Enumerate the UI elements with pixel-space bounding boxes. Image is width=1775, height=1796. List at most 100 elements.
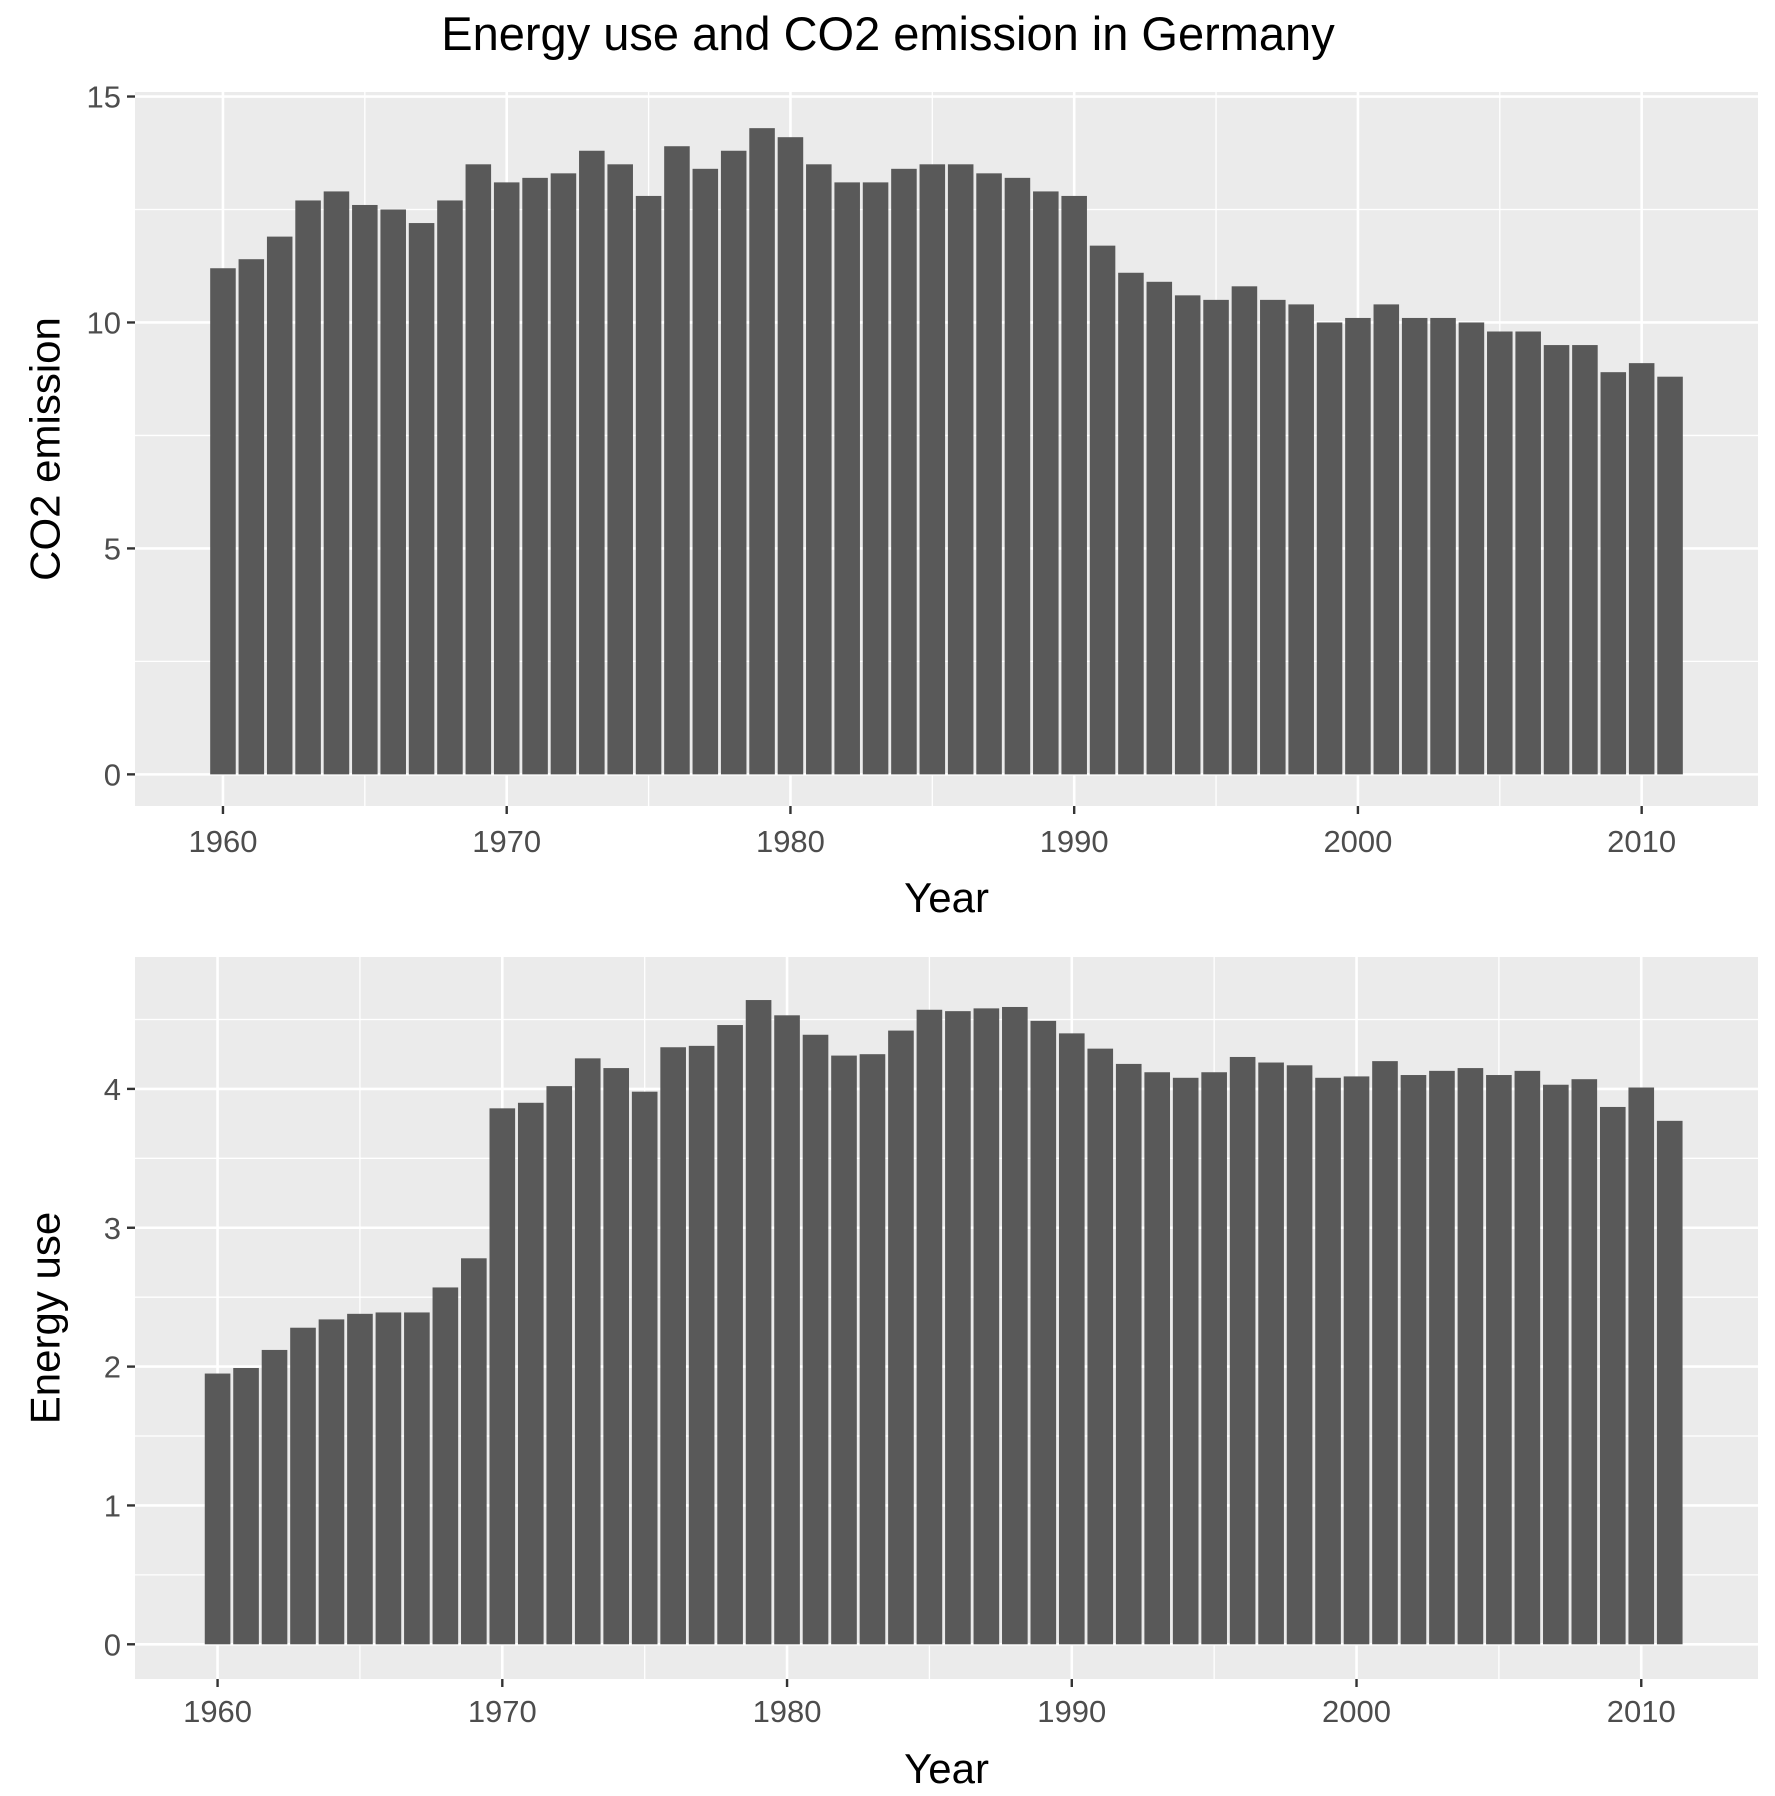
- co2-panel-background: [135, 92, 1758, 806]
- co2-bar: [1345, 317, 1371, 775]
- energy-bar: [347, 1313, 373, 1645]
- co2-x-tick-label: 1980: [756, 824, 825, 859]
- co2-bar: [295, 200, 321, 775]
- co2-bar: [323, 191, 350, 775]
- energy-bar: [831, 1055, 857, 1645]
- energy-bar: [1628, 1087, 1655, 1645]
- co2-bar: [692, 168, 719, 775]
- co2-bar: [465, 164, 492, 775]
- co2-bar: [947, 164, 974, 775]
- energy-bar: [1315, 1077, 1341, 1645]
- co2-bar: [1543, 345, 1570, 775]
- energy-bar: [1144, 1072, 1171, 1645]
- energy-bar: [233, 1367, 259, 1645]
- energy-bar: [1656, 1120, 1683, 1645]
- energy-x-tick-label: 1980: [753, 1694, 822, 1729]
- energy-bar: [688, 1045, 715, 1645]
- energy-bar: [802, 1034, 829, 1645]
- energy-bar: [318, 1319, 345, 1645]
- energy-bar: [432, 1287, 459, 1645]
- co2-bar: [976, 173, 1002, 775]
- energy-bar: [1400, 1075, 1427, 1645]
- co2-bar: [1487, 331, 1513, 775]
- co2-bar: [1089, 245, 1116, 775]
- energy-bar: [1115, 1063, 1142, 1645]
- energy-bar: [859, 1054, 886, 1645]
- energy-y-tick-label: 4: [104, 1072, 121, 1107]
- co2-bar: [664, 146, 690, 775]
- co2-bar: [891, 168, 917, 775]
- co2-bar: [1458, 322, 1485, 775]
- energy-bar: [916, 1009, 943, 1645]
- energy-bar: [261, 1349, 288, 1645]
- co2-bar: [777, 137, 804, 775]
- co2-bar: [1004, 177, 1031, 775]
- energy-bar: [404, 1312, 430, 1645]
- energy-bar: [204, 1373, 231, 1645]
- energy-bar: [1002, 1006, 1028, 1645]
- co2-bar: [1373, 304, 1400, 775]
- energy-bar: [888, 1030, 914, 1645]
- energy-x-axis-title: Year: [904, 1745, 989, 1792]
- energy-bar: [1201, 1072, 1227, 1645]
- co2-y-axis-title: CO2 emission: [22, 317, 69, 581]
- co2-bar: [1515, 331, 1541, 775]
- co2-x-axis-title: Year: [904, 874, 989, 921]
- energy-y-tick-label: 3: [104, 1211, 121, 1246]
- co2-bar: [834, 182, 860, 775]
- co2-bar: [919, 164, 946, 775]
- energy-bar: [546, 1086, 573, 1645]
- energy-use-panel: 0 1 2 3 4 1960 1970 1980 1990 2000 2010 Year Energy …: [22, 957, 1758, 1792]
- energy-bar: [945, 1011, 971, 1645]
- co2-bar: [1118, 272, 1144, 775]
- energy-y-tick-label: 1: [104, 1488, 121, 1523]
- co2-bar: [1203, 299, 1229, 775]
- energy-bar: [1599, 1106, 1626, 1645]
- energy-x-tick-label: 1970: [468, 1694, 537, 1729]
- co2-x-tick-label: 2010: [1607, 824, 1676, 859]
- energy-bar: [1258, 1062, 1284, 1645]
- co2-bar: [806, 164, 832, 775]
- energy-bar: [1486, 1075, 1512, 1645]
- co2-bar: [862, 182, 889, 775]
- energy-bar: [1229, 1056, 1256, 1645]
- energy-y-tick-label: 0: [104, 1627, 121, 1662]
- energy-bar: [1030, 1020, 1057, 1645]
- co2-bar: [1174, 295, 1201, 775]
- co2-emission-panel: 0 5 10 15 1960 1970 1980 1990 2000 2010 Year CO2 em…: [22, 80, 1758, 921]
- energy-bar: [1286, 1065, 1313, 1645]
- energy-x-tick-label: 1990: [1037, 1694, 1106, 1729]
- co2-bar: [1600, 372, 1627, 775]
- co2-bar: [1288, 304, 1314, 775]
- energy-bar: [1457, 1068, 1484, 1645]
- energy-bar: [1543, 1084, 1569, 1645]
- energy-bar: [1372, 1061, 1398, 1645]
- co2-bar: [1231, 286, 1258, 775]
- co2-bar: [1657, 376, 1683, 775]
- co2-bar: [607, 164, 633, 775]
- energy-bar: [290, 1327, 316, 1645]
- energy-bar: [745, 1000, 772, 1645]
- co2-bar: [493, 182, 520, 775]
- energy-x-tick-label: 1960: [183, 1694, 252, 1729]
- co2-bar: [749, 128, 775, 775]
- co2-bar: [1430, 317, 1456, 775]
- co2-bar: [1401, 317, 1428, 775]
- co2-bar: [266, 236, 293, 775]
- energy-bar: [774, 1015, 800, 1645]
- energy-bar: [973, 1008, 1000, 1645]
- co2-bar: [635, 195, 662, 775]
- co2-y-tick-label: 5: [104, 531, 121, 566]
- co2-y-tick-label: 0: [104, 757, 121, 792]
- energy-bar: [1058, 1033, 1085, 1645]
- energy-bar: [1429, 1070, 1455, 1645]
- energy-bar: [574, 1058, 601, 1645]
- co2-bar: [1316, 322, 1343, 775]
- chart-title: Energy use and CO2 emission in Germany: [441, 7, 1335, 60]
- energy-x-tick-label: 2010: [1607, 1694, 1676, 1729]
- co2-bar: [1572, 345, 1598, 775]
- co2-bar: [579, 150, 605, 775]
- co2-bar: [437, 200, 463, 775]
- co2-bar: [1260, 299, 1286, 775]
